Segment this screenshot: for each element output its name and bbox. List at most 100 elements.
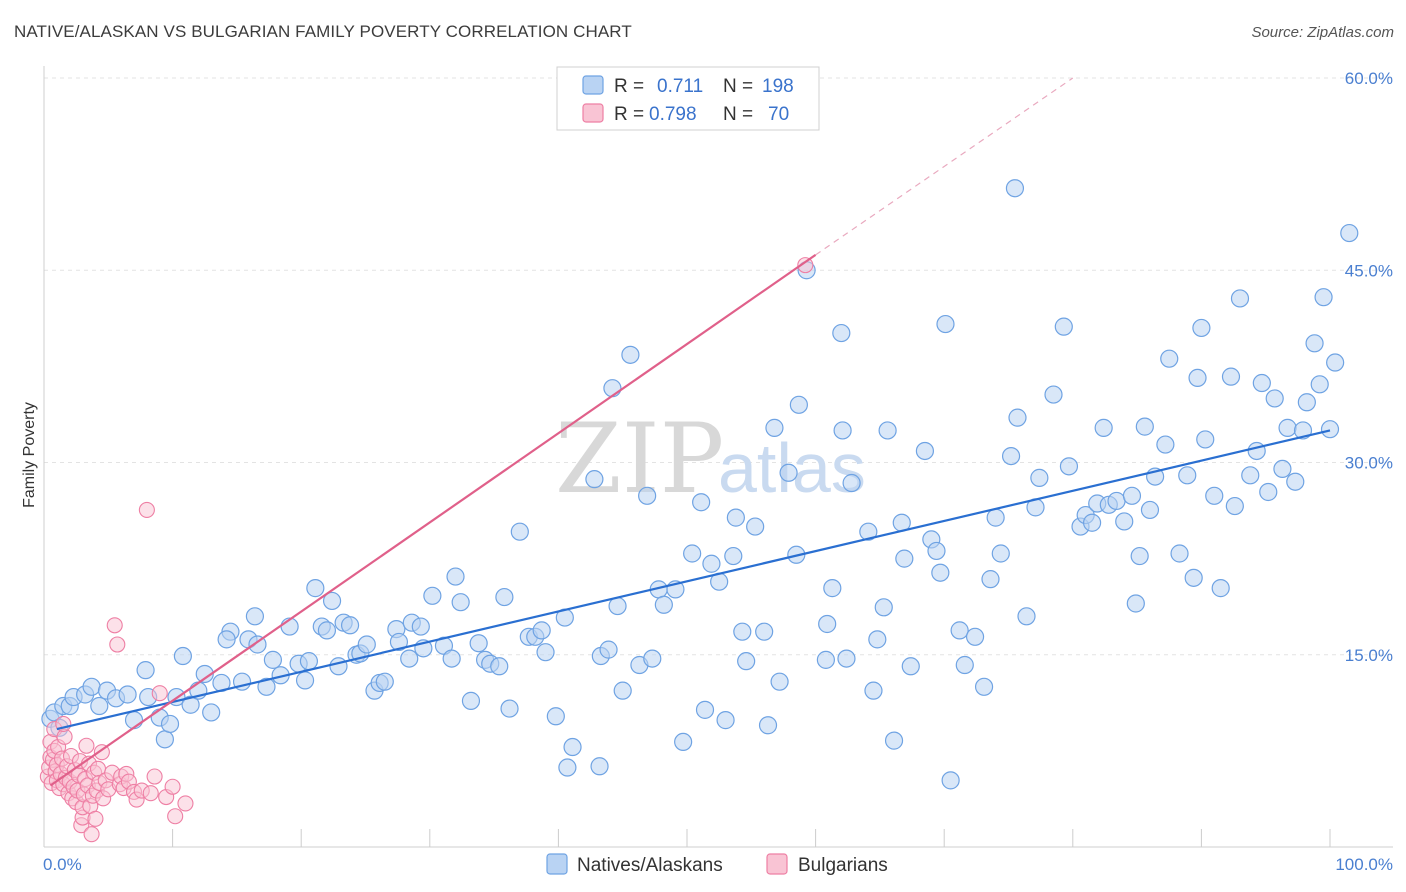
native-point <box>695 700 715 719</box>
native-point <box>340 616 360 635</box>
native-point <box>986 508 1005 527</box>
native-point <box>779 463 798 482</box>
native-point <box>859 522 878 541</box>
bulgarian-point <box>797 257 814 274</box>
native-point <box>941 771 960 790</box>
native-point <box>1054 317 1073 336</box>
y-tick-labels: 15.0% 30.0% 45.0% 60.0% <box>1345 69 1393 665</box>
native-point <box>901 657 920 676</box>
y-tick-label: 30.0% <box>1345 454 1393 473</box>
native-point <box>1030 468 1049 487</box>
native-point <box>469 634 488 653</box>
watermark: ZIP atlas <box>555 403 866 515</box>
series-legend: Natives/Alaskans Bulgarians <box>546 853 888 876</box>
natives-legend-swatch <box>546 853 568 875</box>
native-point <box>716 711 735 730</box>
native-point <box>832 323 851 343</box>
native-point <box>654 595 673 614</box>
native-point <box>1340 223 1359 243</box>
stats-legend: R = 0.711 N = 198 R = 0.798 N = 70 <box>556 66 820 131</box>
natives-legend-label: Natives/Alaskans <box>577 855 723 876</box>
native-point <box>558 758 577 777</box>
native-point <box>981 570 1000 589</box>
native-point <box>451 593 470 612</box>
native-point <box>446 567 465 586</box>
native-n-value: 198 <box>762 76 794 97</box>
x-tick-marks <box>172 829 1331 847</box>
native-point <box>546 707 565 726</box>
bulgarian-r-value: 0.798 <box>649 104 697 125</box>
native-point <box>1178 466 1197 485</box>
native-point <box>692 493 711 512</box>
native-point <box>1278 418 1297 437</box>
native-legend-swatch <box>582 75 604 95</box>
native-point <box>737 652 756 671</box>
native-point <box>950 621 969 640</box>
native-point <box>563 737 582 757</box>
native-point <box>375 672 394 691</box>
native-point <box>927 541 946 561</box>
native-point <box>1221 367 1241 386</box>
native-point <box>1126 594 1145 613</box>
native-point <box>1059 457 1079 476</box>
native-point <box>603 379 622 398</box>
native-point <box>991 544 1010 563</box>
bulgarian-point <box>83 826 100 843</box>
native-point <box>1211 579 1230 598</box>
native-point <box>1273 459 1292 479</box>
native-point <box>1107 491 1126 511</box>
native-point <box>868 630 887 649</box>
native-point <box>295 671 315 690</box>
native-point <box>674 732 693 752</box>
native-trend-line <box>56 429 1331 731</box>
native-point <box>1184 568 1203 587</box>
bulgarian-points <box>39 257 814 843</box>
native-point <box>257 677 276 696</box>
native-point <box>1170 544 1189 563</box>
native-point <box>160 714 180 734</box>
native-point <box>411 617 430 636</box>
native-point <box>1188 368 1207 388</box>
native-point <box>1326 353 1345 372</box>
native-point <box>823 579 842 598</box>
native-point <box>833 421 852 440</box>
native-point <box>1140 500 1160 520</box>
y-tick-label: 60.0% <box>1345 69 1393 88</box>
native-point <box>1017 607 1036 626</box>
native-point <box>965 627 985 646</box>
native-point <box>202 703 221 722</box>
native-point <box>683 544 702 563</box>
bulgarian-point <box>87 810 104 827</box>
native-point <box>765 418 784 437</box>
y-tick-label: 45.0% <box>1345 261 1393 280</box>
native-point <box>1135 417 1154 436</box>
native-point <box>895 549 914 568</box>
native-point <box>1130 546 1149 566</box>
native-point <box>90 696 109 716</box>
native-point <box>733 622 752 641</box>
native-point <box>1241 466 1260 485</box>
native-point <box>724 546 743 566</box>
bulgarian-point <box>151 685 168 702</box>
native-point <box>1122 486 1142 505</box>
native-point <box>536 643 555 662</box>
native-point <box>726 508 745 527</box>
native-point <box>299 652 319 671</box>
native-point <box>1205 486 1224 505</box>
native-point <box>1005 179 1025 198</box>
native-point <box>770 672 789 691</box>
native-point <box>389 632 409 652</box>
native-point <box>329 657 348 676</box>
native-point <box>599 640 618 659</box>
bulgarian-n-label: N = <box>723 104 753 125</box>
native-point <box>500 699 519 718</box>
bulgarian-point <box>167 808 184 825</box>
native-point <box>1265 389 1284 408</box>
native-point <box>818 614 837 634</box>
native-point <box>746 517 765 536</box>
bulgarian-legend-swatch <box>582 103 604 123</box>
native-point <box>789 395 808 414</box>
native-point <box>878 421 897 440</box>
native-r-label: R = <box>614 76 644 97</box>
